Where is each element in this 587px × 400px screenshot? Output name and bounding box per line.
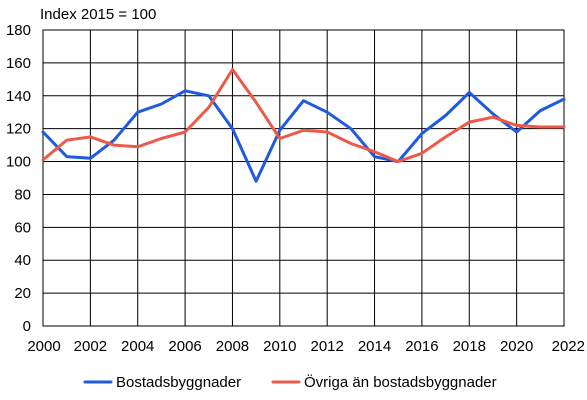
x-tick-label: 2012 (310, 338, 343, 355)
y-tick-label: 80 (14, 186, 31, 203)
x-tick-label: 2006 (168, 338, 201, 355)
series-line-1 (41, 89, 566, 183)
x-tick-label: 2004 (121, 338, 154, 355)
y-tick-label: 160 (6, 55, 31, 72)
x-tick-label: 2014 (358, 338, 391, 355)
y-tick-label: 60 (14, 219, 31, 236)
gridlines (42, 29, 565, 327)
y-axis-tick-labels: 0 20 40 60 80 100 120 140 160 180 (6, 22, 31, 335)
x-tick-label: 2002 (74, 338, 107, 355)
y-tick-label: 0 (23, 318, 31, 335)
x-tick-label: 2000 (27, 338, 60, 355)
y-tick-label: 100 (6, 154, 31, 171)
series-lines (41, 68, 566, 183)
x-tick-label: 2018 (453, 338, 486, 355)
y-tick-label: 180 (6, 22, 31, 39)
legend-label-2: Övriga än bostadsbyggnader (304, 373, 497, 391)
plot-area-border (42, 29, 565, 327)
x-tick-label: 2010 (263, 338, 296, 355)
series-line-2 (41, 68, 566, 164)
legend-label-1: Bostadsbyggnader (116, 374, 241, 391)
x-tick-label: 2016 (405, 338, 438, 355)
x-tick-label: 2020 (500, 338, 533, 355)
x-tick-label: 2008 (216, 338, 249, 355)
y-tick-label: 140 (6, 88, 31, 105)
y-tick-label: 20 (14, 285, 31, 302)
y-tick-label: 120 (6, 121, 31, 138)
chart-unit-label: Index 2015 = 100 (40, 6, 156, 23)
x-axis-tick-labels: 2000 2002 2004 2006 2008 2010 2012 2014 2016 2018… (27, 338, 585, 355)
legend: Bostadsbyggnader Övriga än bostadsbyggnad… (83, 373, 497, 391)
y-tick-label: 40 (14, 252, 31, 269)
x-tick-label: 2022 (552, 338, 585, 355)
